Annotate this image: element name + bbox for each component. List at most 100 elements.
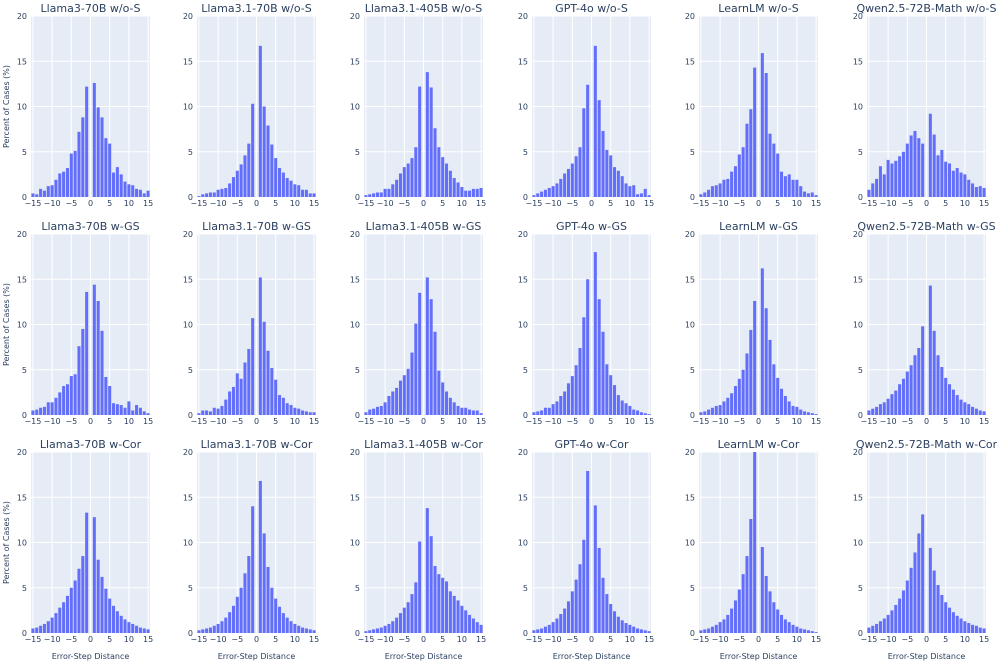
x-tick-label: 0 <box>254 635 259 644</box>
histogram-bar <box>228 612 232 633</box>
histogram-bar <box>289 180 293 197</box>
histogram-bar <box>479 624 483 633</box>
histogram-bar <box>301 627 305 633</box>
histogram-bar <box>733 386 737 415</box>
histogram-bar <box>932 134 936 197</box>
histogram-bar <box>65 384 69 415</box>
x-tick-label: 15 <box>979 417 989 426</box>
histogram-bar <box>112 172 116 197</box>
subplot-title: GPT-4o w-Cor <box>555 438 629 451</box>
histogram-bar <box>108 143 112 197</box>
histogram-bar <box>532 630 536 633</box>
histogram-bar <box>42 623 46 633</box>
histogram-bar <box>803 629 807 633</box>
histogram-bar <box>452 595 456 633</box>
y-tick-label: 20 <box>853 230 863 239</box>
histogram-bar <box>448 591 452 633</box>
histogram-bar <box>429 87 433 197</box>
y-tick-label: 5 <box>858 366 863 375</box>
subplot-4: GPT-4o w/o-S 0 5 10 15 20 −15 −10 −5 0 5 10 15 <box>518 2 654 208</box>
histogram-bar <box>212 192 216 197</box>
histogram-bar <box>115 404 119 415</box>
x-tick-label: 15 <box>811 417 821 426</box>
histogram-bar <box>974 625 978 633</box>
histogram-bar <box>878 166 882 197</box>
histogram-bar <box>586 279 590 415</box>
histogram-bar <box>35 409 39 415</box>
histogram-bar <box>247 348 251 415</box>
histogram-bar <box>270 587 274 633</box>
histogram-bar <box>135 625 139 633</box>
x-tick-label: −15 <box>357 635 374 644</box>
x-tick-label: 10 <box>290 635 300 644</box>
histogram-bar <box>289 405 293 415</box>
x-tick-label: 10 <box>792 199 802 208</box>
histogram-bar <box>940 149 944 197</box>
histogram-bar <box>395 179 399 197</box>
x-tick-label: 15 <box>811 199 821 208</box>
histogram-bar <box>50 617 54 633</box>
histogram-bar <box>42 190 46 197</box>
y-tick-label: 20 <box>518 230 528 239</box>
histogram-bar <box>593 505 597 633</box>
histogram-bar <box>281 172 285 197</box>
histogram-bar <box>936 155 940 197</box>
histogram-bar <box>707 409 711 415</box>
x-tick-label: −15 <box>692 199 709 208</box>
y-tick-label: 20 <box>853 448 863 457</box>
histogram-bar <box>967 404 971 415</box>
histogram-bar <box>703 629 707 633</box>
histogram-bar <box>235 596 239 633</box>
y-tick-label: 15 <box>853 275 863 284</box>
subplot-title: GPT-4o w/o-S <box>555 2 628 15</box>
x-tick-label: −5 <box>733 635 745 644</box>
histogram-bar <box>536 411 540 415</box>
histogram-bar <box>312 412 316 415</box>
histogram-bar <box>948 607 952 633</box>
histogram-bar <box>803 191 807 197</box>
histogram-bar <box>464 407 468 415</box>
histogram-bar <box>563 608 567 633</box>
histogram-bar <box>243 155 247 197</box>
histogram-bar <box>764 575 768 633</box>
histogram-bar <box>81 329 85 415</box>
histogram-bar <box>799 409 803 415</box>
histogram-bar <box>948 163 952 197</box>
histogram-bar <box>62 386 66 415</box>
histogram-bar <box>707 628 711 633</box>
x-tick-label: −15 <box>24 199 41 208</box>
y-axis-label: Percent of Cases (%) <box>2 283 11 366</box>
histogram-bar <box>224 617 228 633</box>
histogram-bar <box>795 179 799 197</box>
histogram-bar <box>730 608 734 633</box>
histogram-bar <box>753 300 757 415</box>
histogram-bar <box>871 625 875 633</box>
histogram-bar <box>445 391 449 415</box>
histogram-bar <box>266 350 270 415</box>
histogram-bar <box>917 533 921 633</box>
histogram-bar <box>243 573 247 633</box>
histogram-bar <box>776 377 780 415</box>
histogram-bar <box>262 106 266 197</box>
histogram-bar <box>104 138 108 197</box>
histogram-bar <box>578 348 582 415</box>
histogram-bar <box>936 585 940 633</box>
histogram-bar <box>304 411 308 415</box>
subplot-9: Llama3.1-405B w-GS 0 5 10 15 20 −15 −10 −5 0 5 10 15 <box>350 220 486 426</box>
x-tick-label: −15 <box>692 635 709 644</box>
histogram-bar <box>768 591 772 633</box>
histogram-bar <box>479 187 483 197</box>
histogram-bar <box>871 183 875 197</box>
histogram-bar <box>878 621 882 633</box>
histogram-bar <box>398 380 402 415</box>
histogram-bar <box>971 406 975 415</box>
histogram-bar <box>31 628 35 633</box>
histogram-bar <box>297 408 301 415</box>
x-tick-label: −10 <box>210 417 227 426</box>
histogram-bar <box>597 100 601 197</box>
x-tick-label: −5 <box>398 417 410 426</box>
histogram-bar <box>722 179 726 197</box>
histogram-bar <box>54 179 58 197</box>
histogram-bar <box>791 624 795 633</box>
histogram-bar <box>901 590 905 633</box>
